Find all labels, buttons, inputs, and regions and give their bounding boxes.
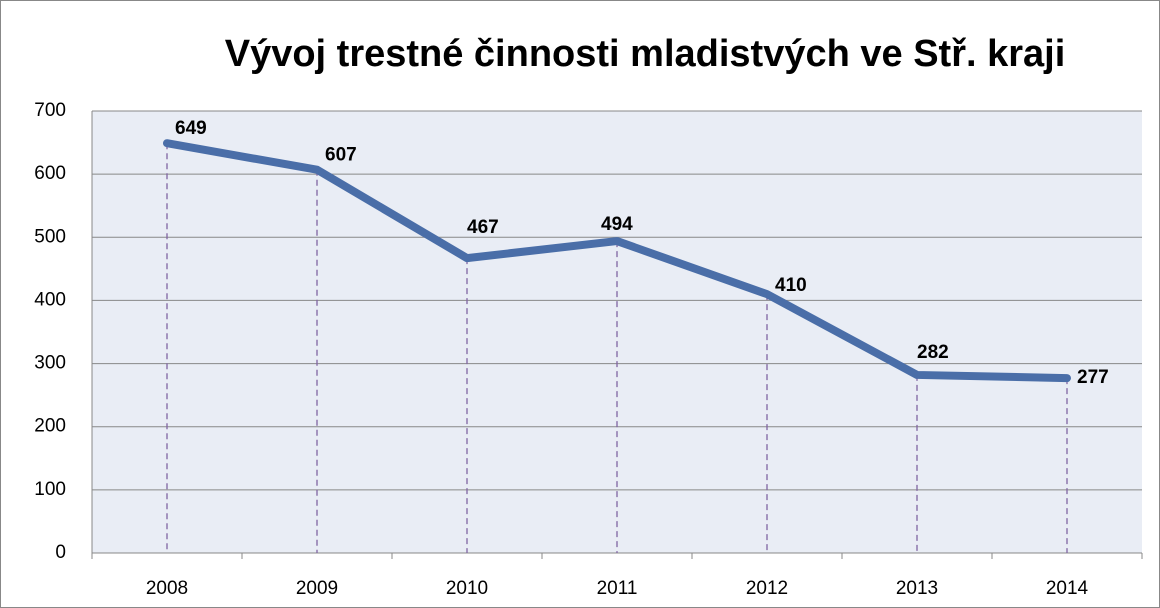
y-tick-label: 300 bbox=[34, 353, 66, 374]
y-tick-label: 0 bbox=[55, 542, 66, 563]
data-label: 649 bbox=[175, 118, 207, 139]
y-tick-label: 100 bbox=[34, 479, 66, 500]
data-label: 467 bbox=[467, 217, 499, 238]
chart-title: Vývoj trestné činnosti mladistvých ve St… bbox=[225, 33, 1066, 75]
y-tick-label: 400 bbox=[34, 289, 66, 310]
x-tick-label: 2008 bbox=[146, 578, 188, 599]
x-tick-label: 2010 bbox=[446, 578, 488, 599]
data-label: 410 bbox=[775, 275, 807, 296]
y-tick-label: 600 bbox=[34, 163, 66, 184]
x-tick-label: 2014 bbox=[1046, 578, 1089, 599]
data-label: 494 bbox=[601, 214, 633, 235]
x-tick-label: 2012 bbox=[746, 578, 788, 599]
data-label: 277 bbox=[1077, 367, 1109, 388]
x-tick-label: 2011 bbox=[597, 578, 638, 599]
x-tick-label: 2013 bbox=[896, 578, 938, 599]
y-tick-label: 700 bbox=[34, 100, 66, 121]
data-label: 607 bbox=[325, 145, 357, 166]
x-tick-label: 2009 bbox=[296, 578, 338, 599]
y-tick-label: 200 bbox=[34, 416, 66, 437]
y-tick-label: 500 bbox=[34, 226, 66, 247]
series-line bbox=[163, 139, 1071, 383]
data-label: 282 bbox=[917, 342, 949, 363]
